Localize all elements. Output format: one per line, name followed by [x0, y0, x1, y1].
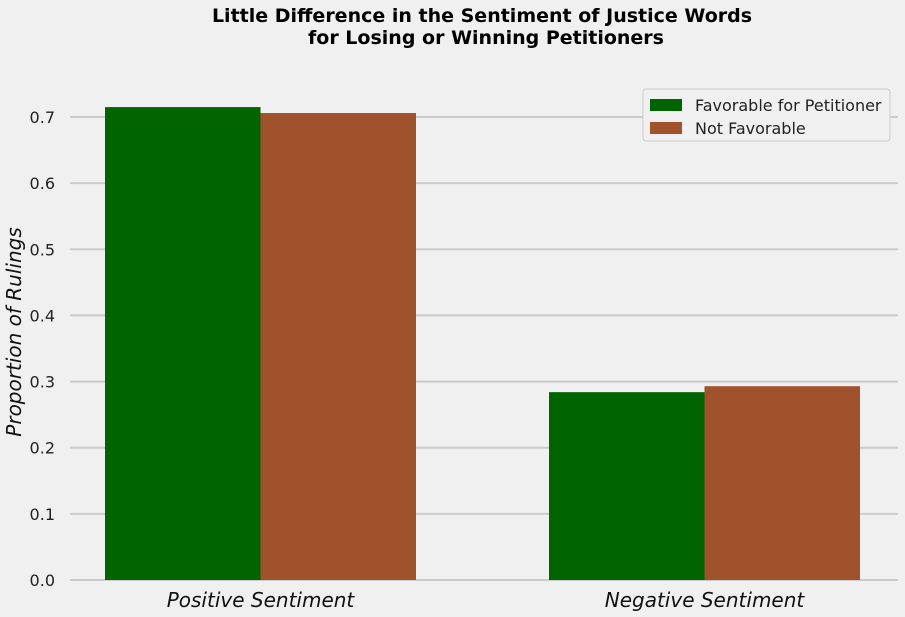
bar-not-favorable-negative [704, 386, 860, 580]
x-category-label: Positive Sentiment [167, 588, 356, 612]
legend: Favorable for Petitioner Not Favorable [642, 88, 891, 142]
bar-favorable-negative [549, 392, 705, 580]
y-tick-label: 0.2 [30, 439, 55, 458]
bar-not-favorable-positive [260, 113, 416, 580]
legend-swatch [650, 99, 682, 111]
y-axis-label: Proportion of Rulings [2, 227, 26, 436]
y-tick-label: 0.6 [30, 174, 55, 193]
legend-swatch [650, 122, 682, 134]
legend-label: Favorable for Petitioner [695, 96, 882, 115]
bar-favorable-positive [105, 107, 261, 580]
bars [105, 107, 860, 580]
y-tick-label: 0.1 [30, 505, 55, 524]
x-axis-categories: Positive Sentiment Negative Sentiment [167, 588, 806, 612]
y-tick-label: 0.3 [30, 373, 55, 392]
y-axis-ticks: 0.0 0.1 0.2 0.3 0.4 0.5 0.6 0.7 [30, 108, 55, 590]
y-tick-label: 0.0 [30, 571, 55, 590]
x-category-label: Negative Sentiment [605, 588, 806, 612]
legend-box [642, 88, 891, 142]
y-tick-label: 0.7 [30, 108, 55, 127]
legend-label: Not Favorable [695, 119, 806, 138]
y-tick-label: 0.5 [30, 240, 55, 259]
chart-title-line-2: for Losing or Winning Petitioners [308, 27, 664, 49]
chart-title-line-1: Little Difference in the Sentiment of Ju… [212, 5, 752, 27]
y-tick-label: 0.4 [30, 306, 55, 325]
